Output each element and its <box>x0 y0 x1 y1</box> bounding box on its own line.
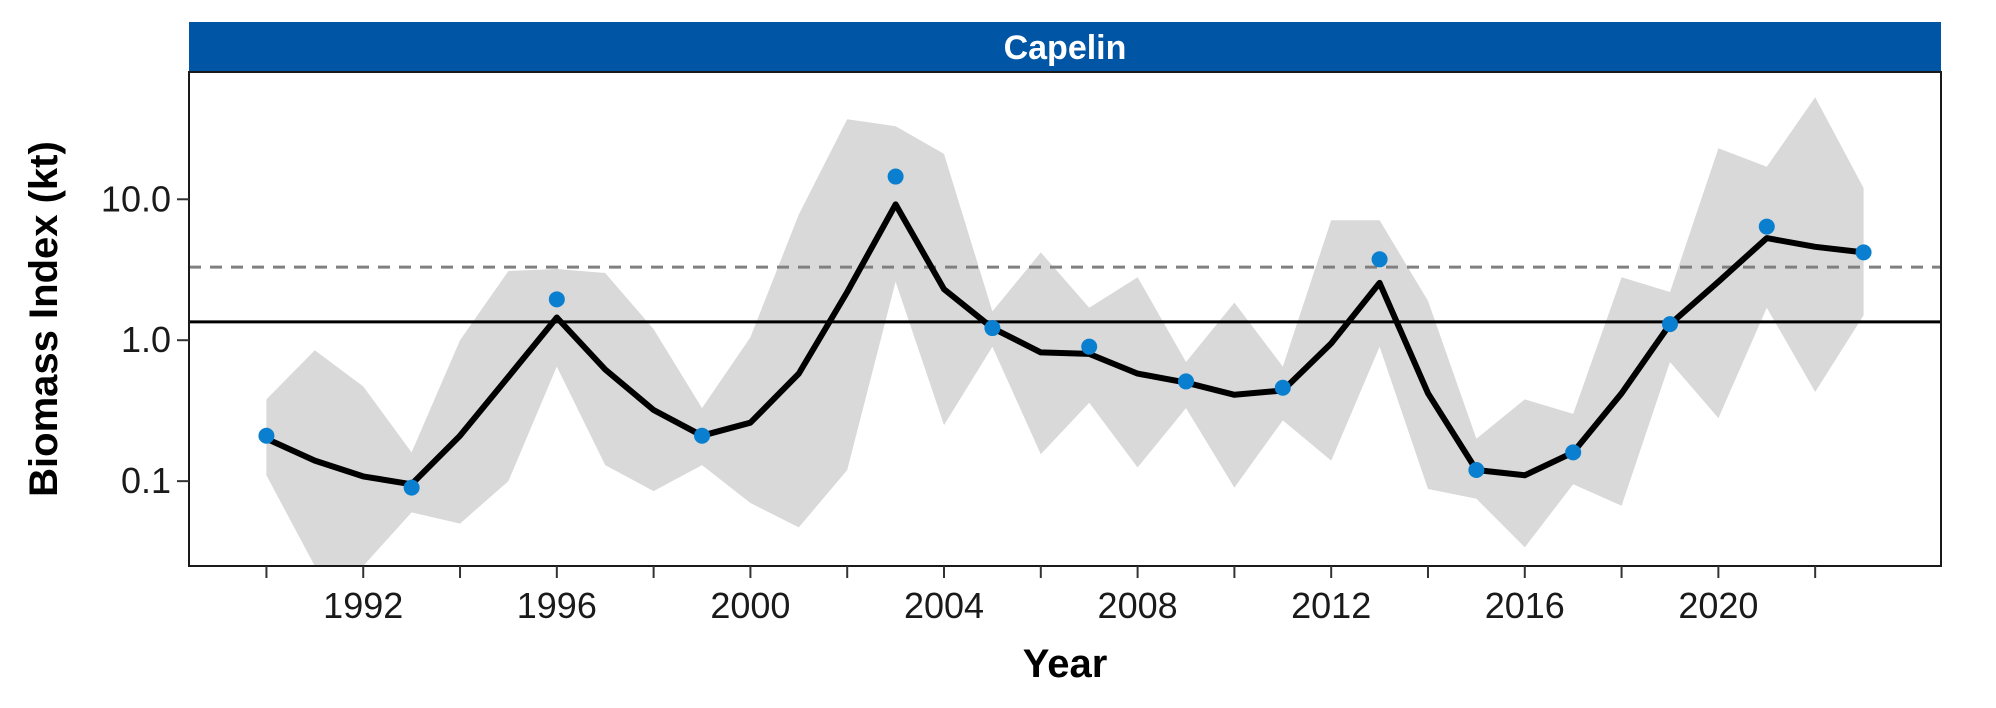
x-tick-label-1996: 1996 <box>517 585 597 626</box>
data-point-2003 <box>887 168 904 185</box>
y-axis-title: Biomass Index (kt) <box>22 141 66 497</box>
y-tick-label-2: 10.0 <box>101 178 171 219</box>
data-point-2021 <box>1758 218 1775 235</box>
panel-title: Capelin <box>1004 29 1127 67</box>
trend-line <box>263 201 1867 488</box>
y-tick-label-1: 1.0 <box>121 319 171 360</box>
observed-points <box>258 168 1872 496</box>
x-axis-title: Year <box>1023 642 1108 686</box>
data-point-2017 <box>1565 444 1582 461</box>
plot-area <box>189 97 1941 566</box>
data-point-2009 <box>1177 373 1194 390</box>
data-point-2023 <box>1855 244 1872 261</box>
data-point-2011 <box>1274 379 1291 396</box>
x-tick-label-2008: 2008 <box>1098 585 1178 626</box>
data-point-1996 <box>548 291 565 308</box>
data-point-1990 <box>258 427 275 444</box>
reference-lines <box>189 265 1941 324</box>
y-tick-label-0: 0.1 <box>121 460 171 501</box>
x-axis: 1992 1996 2000 2004 2008 2012 2016 2020 <box>265 566 1817 626</box>
data-point-2005 <box>984 320 1001 337</box>
x-tick-label-2004: 2004 <box>904 585 984 626</box>
data-point-1999 <box>694 427 711 444</box>
data-point-2015 <box>1468 461 1485 478</box>
data-point-2007 <box>1081 338 1098 355</box>
data-point-2019 <box>1661 316 1678 333</box>
x-tick-label-1992: 1992 <box>323 585 403 626</box>
x-tick-label-2000: 2000 <box>710 585 790 626</box>
data-point-2013 <box>1371 251 1388 268</box>
panel-border <box>188 71 1942 567</box>
x-tick-label-2020: 2020 <box>1678 585 1758 626</box>
panel-strip <box>189 22 1941 72</box>
x-tick-label-2016: 2016 <box>1485 585 1565 626</box>
x-tick-label-2012: 2012 <box>1291 585 1371 626</box>
data-point-1993 <box>403 479 420 496</box>
confidence-ribbon <box>266 97 1864 566</box>
y-axis: 0.1 1.0 10.0 <box>101 178 189 501</box>
